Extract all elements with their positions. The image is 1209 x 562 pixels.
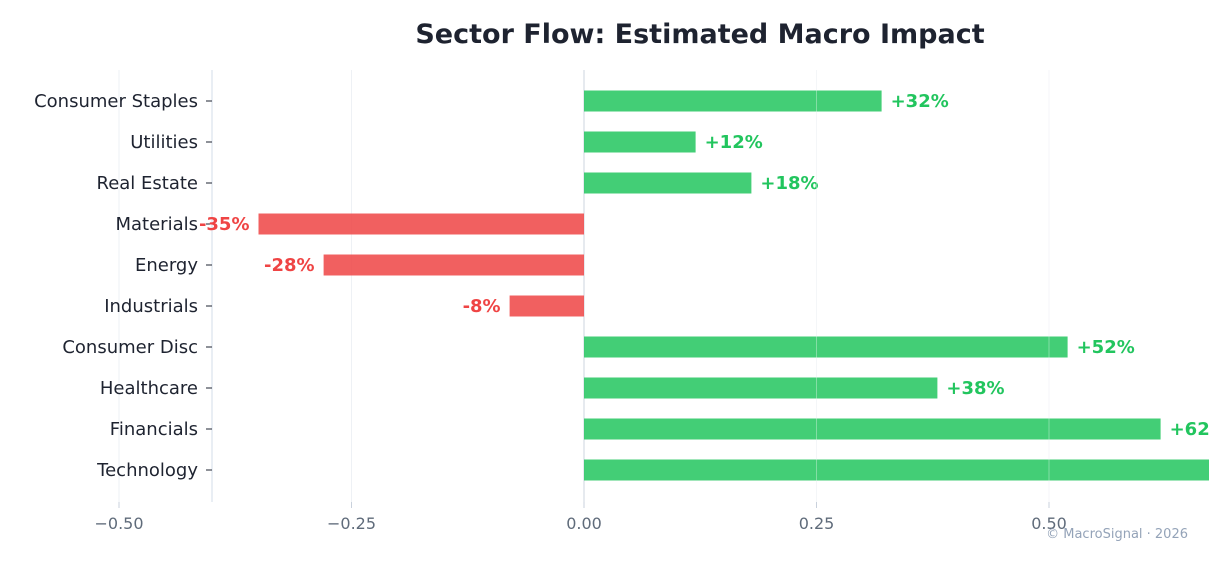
data-label: +62% [1170, 419, 1209, 440]
bars [258, 90, 1209, 481]
x-tick-label: 0.25 [799, 514, 835, 533]
data-label: +18% [760, 173, 818, 194]
y-tick-label: Industrials [104, 296, 198, 317]
y-tick-label: Utilities [130, 132, 198, 153]
bar [584, 172, 752, 194]
bar [258, 213, 584, 235]
y-tick-label: Energy [135, 255, 198, 276]
data-label: +12% [705, 132, 763, 153]
data-label: -28% [264, 255, 315, 276]
bar [584, 418, 1161, 440]
x-tick-label: −0.25 [327, 514, 376, 533]
data-label: +38% [946, 378, 1004, 399]
bar [509, 295, 584, 317]
credit-text: © MacroSignal · 2026 [1046, 527, 1188, 542]
data-label: +52% [1077, 337, 1135, 358]
labels: +32%+12%+18%-35%-28%-8%+52%+38%+62%+85% [199, 70, 1209, 502]
y-tick-label: Materials [115, 214, 198, 235]
x-tick-label: −0.50 [94, 514, 143, 533]
x-tick-label: 0.00 [566, 514, 602, 533]
bar [584, 336, 1068, 358]
data-label: +32% [891, 91, 949, 112]
y-tick-label: Healthcare [100, 378, 198, 399]
bar [584, 377, 938, 399]
data-label: -35% [199, 214, 250, 235]
y-tick-label: Consumer Disc [62, 337, 198, 358]
bar [584, 459, 1209, 481]
bar [584, 131, 696, 153]
chart-title: Sector Flow: Estimated Macro Impact [415, 19, 984, 50]
bar [323, 254, 584, 276]
y-tick-label: Technology [96, 460, 198, 481]
bar [584, 90, 882, 112]
y-tick-label: Financials [110, 419, 198, 440]
y-tick-label: Real Estate [97, 173, 199, 194]
data-label: -8% [463, 296, 501, 317]
x-tick-label: 0.50 [1031, 514, 1067, 533]
y-tick-label: Consumer Staples [34, 91, 198, 112]
